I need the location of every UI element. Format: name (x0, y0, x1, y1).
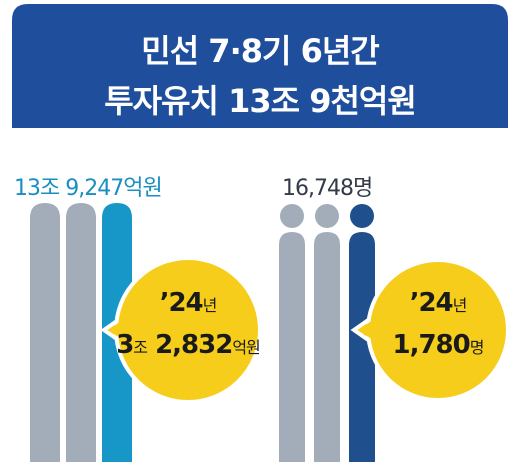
value-part: 1,780 (392, 330, 471, 360)
bar (30, 203, 60, 462)
callout-value: 3조 2,832억원 (116, 330, 261, 360)
year-unit: 년 (452, 296, 468, 315)
callout-pointer-fill (358, 318, 376, 342)
value-part: 3 (116, 330, 134, 360)
person-body (349, 232, 375, 462)
callout-pointer-fill (108, 318, 126, 342)
person-head (350, 204, 374, 228)
value-part: 2,832 (147, 330, 233, 360)
year-unit: 년 (202, 296, 218, 315)
total-label: 16,748명 (282, 176, 373, 201)
callout-year: ’24년 (116, 288, 260, 318)
person-body (279, 232, 305, 462)
title-line: 민선 7·8기 6년간 (141, 32, 379, 70)
year: ’24 (159, 288, 204, 318)
value-unit: 억원 (232, 338, 260, 357)
callout-year: ’24년 (368, 288, 508, 318)
year: ’24 (409, 288, 454, 318)
value-unit: 조 (133, 338, 148, 357)
person-head (280, 204, 304, 228)
person-body (314, 232, 340, 462)
person-head (315, 204, 339, 228)
bar (66, 203, 96, 462)
title-line: 투자유치 13조 9천억원 (104, 82, 417, 120)
total-label: 13조 9,247억원 (14, 176, 163, 201)
header-banner (12, 4, 508, 128)
value-unit: 명 (469, 338, 485, 357)
callout-value: 1,780명 (368, 330, 508, 360)
